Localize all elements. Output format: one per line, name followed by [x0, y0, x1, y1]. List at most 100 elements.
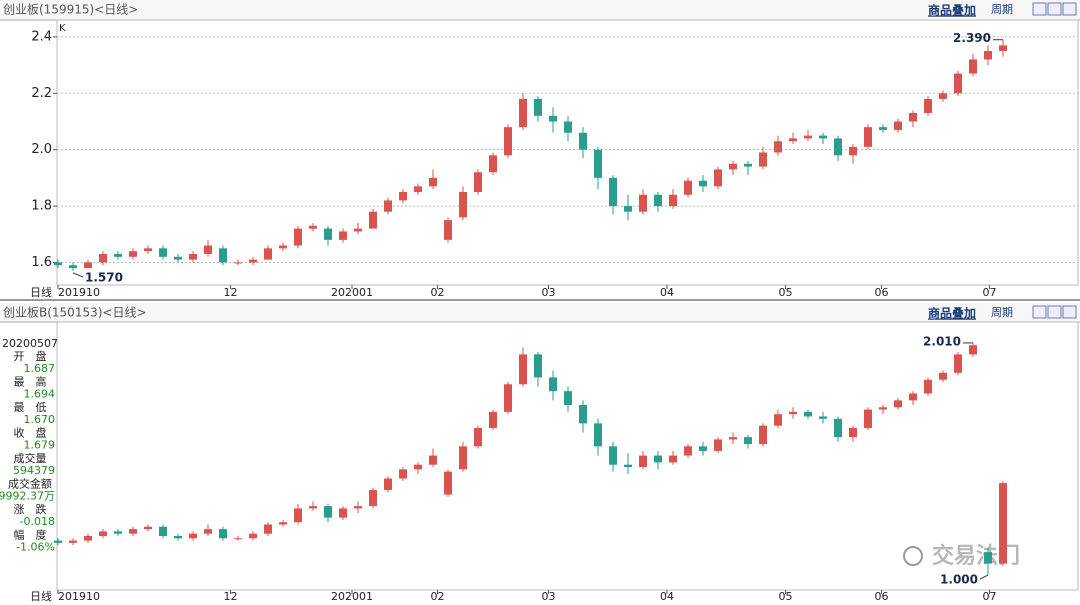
- candle-body: [594, 423, 602, 447]
- x-tick-label: 12: [224, 590, 238, 603]
- candle-body: [489, 411, 497, 428]
- window-icons[interactable]: [1032, 2, 1077, 319]
- candle-body: [759, 152, 767, 167]
- candle-body: [174, 535, 182, 539]
- x-tick-label: 06: [875, 286, 889, 299]
- low-label: 1.570: [85, 270, 123, 284]
- candle-body: [354, 506, 362, 509]
- candle-body: [159, 248, 167, 257]
- x-tick-label: 07: [983, 590, 997, 603]
- x-tick-label: 07: [983, 286, 997, 299]
- candle-body: [729, 437, 737, 440]
- y-tick-label: 2.4: [31, 29, 52, 44]
- candle-body: [384, 478, 392, 491]
- x-tick-label: 02: [431, 286, 445, 299]
- candle-body: [654, 194, 662, 207]
- candle-body: [369, 211, 377, 229]
- candle-body: [534, 98, 542, 116]
- candle-body: [294, 228, 302, 246]
- period-button[interactable]: 周期: [991, 3, 1013, 16]
- x-tick-label: 03: [542, 286, 556, 299]
- candle-body: [699, 446, 707, 451]
- candle-body: [144, 526, 152, 530]
- candle-body: [684, 180, 692, 195]
- low-pointer: [72, 272, 84, 278]
- candle-body: [504, 384, 512, 412]
- candle-body: [624, 206, 632, 212]
- candle-body: [459, 191, 467, 218]
- candle-body: [399, 191, 407, 201]
- candle-body: [564, 121, 572, 133]
- panel-title: 创业板(159915)<日线>: [3, 3, 138, 17]
- x-tick-label: 201910: [58, 590, 100, 603]
- icon[interactable]: [1032, 305, 1047, 319]
- info-label: 涨 跌: [14, 502, 47, 516]
- candle-body: [369, 490, 377, 507]
- candle-body: [354, 228, 362, 232]
- icon[interactable]: [1032, 2, 1047, 16]
- info-value: 1.670: [24, 413, 56, 426]
- candle-body: [264, 524, 272, 534]
- icon[interactable]: [1047, 305, 1062, 319]
- candle-body: [219, 529, 227, 539]
- candle-body: [984, 552, 992, 564]
- info-label: 最 高: [14, 375, 47, 389]
- icon[interactable]: [1062, 2, 1077, 16]
- x-tick-label: 04: [660, 590, 674, 603]
- candle-body: [774, 414, 782, 426]
- candle-body: [879, 127, 887, 130]
- candle-body: [339, 231, 347, 240]
- candle-body: [144, 248, 152, 252]
- candle-body: [234, 538, 242, 540]
- candle-body: [894, 400, 902, 408]
- candle-body: [639, 455, 647, 468]
- candle-body: [849, 427, 857, 438]
- info-value: 9992.37万: [0, 490, 55, 503]
- candle-body: [414, 186, 422, 192]
- candle-body: [654, 455, 662, 463]
- candle-body: [834, 138, 842, 156]
- x-tick-label: 05: [779, 590, 793, 603]
- candle-body: [579, 404, 587, 424]
- candle-body: [69, 265, 77, 269]
- x-tick-label: 201910: [58, 286, 100, 299]
- x-tick-label: 12: [224, 286, 238, 299]
- candle-body: [999, 483, 1007, 564]
- x-tick-label: 202001: [331, 590, 373, 603]
- candle-body: [54, 262, 62, 266]
- candle-body: [189, 533, 197, 539]
- candle-body: [294, 508, 302, 523]
- top-header-bar: [0, 0, 1080, 20]
- overlay-button[interactable]: 商品叠加: [928, 306, 976, 321]
- y-tick-label: 1.8: [31, 199, 52, 214]
- x-tick-label: 04: [660, 286, 674, 299]
- candle-body: [324, 506, 332, 518]
- period-label: 日线: [30, 285, 52, 299]
- info-date: 20200507: [2, 337, 58, 350]
- candle-body: [864, 409, 872, 428]
- overlay-button[interactable]: 商品叠加: [928, 3, 976, 18]
- candle-body: [699, 180, 707, 187]
- icon[interactable]: [1047, 2, 1062, 16]
- candle-body: [984, 51, 992, 60]
- icon[interactable]: [1062, 305, 1077, 319]
- period-button[interactable]: 周期: [991, 306, 1013, 319]
- candle-body: [384, 200, 392, 212]
- candle-body: [684, 446, 692, 456]
- candle-body: [234, 262, 242, 264]
- info-value: -0.018: [20, 515, 55, 528]
- period-label: 日线: [30, 589, 52, 603]
- info-label: 收 盘: [14, 426, 47, 440]
- bottom-plot-frame: [56, 321, 1079, 591]
- candle-body: [129, 529, 137, 534]
- candle-body: [609, 446, 617, 465]
- candle-body: [84, 262, 92, 269]
- candle-body: [114, 531, 122, 534]
- candle-body: [204, 529, 212, 534]
- watermark-icon: [903, 546, 923, 566]
- candle-body: [609, 177, 617, 207]
- candle-body: [174, 256, 182, 260]
- info-label: 成交量: [14, 451, 47, 465]
